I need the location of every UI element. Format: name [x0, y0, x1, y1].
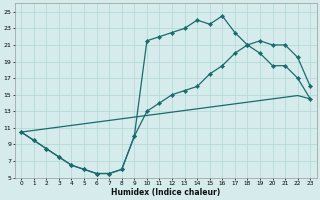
X-axis label: Humidex (Indice chaleur): Humidex (Indice chaleur): [111, 188, 220, 197]
